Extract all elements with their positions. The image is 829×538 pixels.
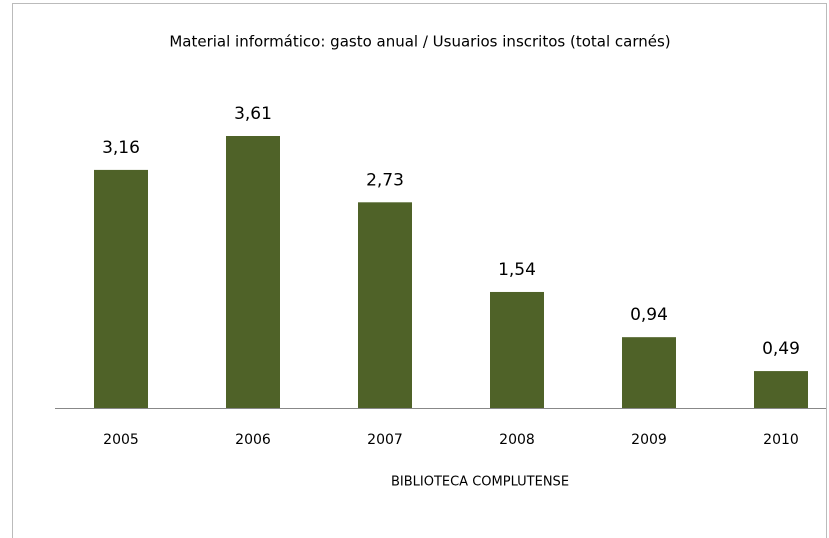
x-tick-label: 2008 xyxy=(499,432,535,448)
data-label: 0,94 xyxy=(630,305,668,325)
x-tick-label: 2006 xyxy=(235,432,271,448)
bar xyxy=(622,337,676,408)
bar xyxy=(226,136,280,408)
x-tick-label: 2005 xyxy=(103,432,139,448)
data-label: 1,54 xyxy=(498,260,536,280)
data-label: 3,16 xyxy=(102,138,140,158)
bar xyxy=(94,169,148,408)
data-label: 3,61 xyxy=(234,104,272,124)
x-tick-label: 2007 xyxy=(367,432,403,448)
x-tick-label: 2009 xyxy=(631,432,667,448)
data-label: 2,73 xyxy=(366,170,404,190)
bar xyxy=(490,291,544,408)
x-axis-label: BIBLIOTECA COMPLUTENSE xyxy=(391,475,569,490)
bar xyxy=(754,371,808,408)
chart-title: Material informático: gasto anual / Usua… xyxy=(169,33,670,51)
bar xyxy=(358,202,412,408)
chart-frame xyxy=(12,3,827,538)
data-label: 0,49 xyxy=(762,339,800,359)
x-tick-label: 2010 xyxy=(763,432,799,448)
